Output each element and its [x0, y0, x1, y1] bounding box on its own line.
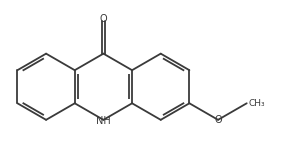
Text: CH₃: CH₃ [248, 99, 265, 108]
Text: O: O [100, 14, 107, 24]
Text: NH: NH [96, 116, 111, 126]
Text: O: O [214, 115, 222, 125]
